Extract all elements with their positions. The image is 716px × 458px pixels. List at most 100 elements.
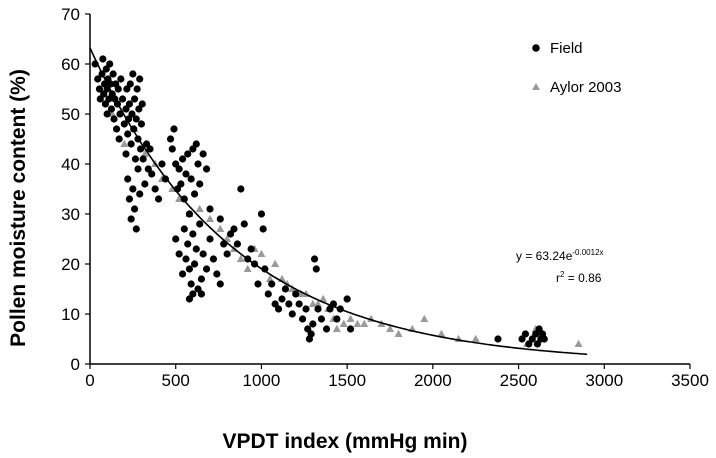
y-axis-ticks: 0 10 20 30 40 50 60 70 (61, 5, 90, 374)
field-point (118, 95, 127, 103)
aylor-point (574, 339, 583, 347)
field-point (115, 135, 123, 143)
series-layer (91, 55, 583, 348)
aylor-point (360, 319, 369, 327)
field-point (178, 270, 187, 278)
field-point (216, 215, 224, 223)
y-tick-label: 20 (61, 255, 80, 274)
field-point (103, 110, 111, 118)
r-squared-superscript: 2 (560, 270, 565, 279)
field-point (175, 165, 183, 173)
field-point (110, 115, 118, 123)
field-point (187, 175, 195, 183)
field-point (312, 265, 320, 273)
aylor-point (288, 284, 297, 292)
field-point (175, 250, 183, 258)
field-point (154, 195, 163, 203)
aylor-point (236, 254, 245, 262)
x-tick-label: 2500 (500, 371, 538, 390)
field-point (122, 150, 130, 158)
field-point (190, 260, 199, 268)
field-point (274, 305, 283, 313)
y-tick-label: 30 (61, 205, 80, 224)
field-point (182, 255, 190, 263)
x-tick-label: 1500 (328, 371, 366, 390)
field-point (128, 110, 136, 118)
aylor-point (332, 324, 341, 332)
field-point (317, 315, 326, 323)
y-tick-label: 0 (71, 355, 80, 374)
field-point (106, 60, 114, 68)
x-axis-ticks: 0 500 1000 1500 2000 2500 3000 3500 (85, 364, 709, 390)
field-point (138, 100, 146, 108)
r-squared-symbol: r (556, 271, 560, 285)
field-point (197, 275, 206, 283)
field-point (129, 185, 137, 193)
x-tick-label: 2000 (414, 371, 452, 390)
field-point (196, 180, 204, 188)
field-point (199, 150, 207, 158)
field-point (197, 290, 206, 298)
legend: Field Aylor 2003 (532, 40, 621, 96)
field-point (206, 235, 214, 243)
field-point (333, 315, 341, 323)
field-point (281, 285, 290, 293)
field-point (264, 290, 272, 298)
aylor-point (346, 314, 355, 322)
aylor-point (271, 259, 280, 267)
field-point (209, 255, 218, 263)
field-point (268, 280, 276, 288)
field-point (216, 280, 224, 288)
aylor-point (140, 149, 149, 157)
x-tick-label: 500 (162, 371, 190, 390)
aylor-point (386, 324, 394, 332)
aylor-point (120, 139, 129, 147)
plot-area: 0 500 1000 1500 2000 2500 3000 3500 0 10 20 30 40 50… (61, 5, 709, 390)
aylor-point (471, 334, 480, 342)
field-point (136, 75, 144, 83)
field-point (261, 265, 269, 273)
x-tick-label: 1000 (243, 371, 281, 390)
field-point (223, 250, 231, 258)
field-point (94, 75, 102, 83)
x-axis-title: VPDT index (mmHg min) (222, 430, 467, 453)
field-point (120, 120, 128, 128)
field-point (314, 305, 322, 313)
field-point (127, 215, 135, 223)
field-point (521, 330, 530, 338)
field-point (99, 55, 107, 63)
field-point (199, 250, 207, 258)
field-point (292, 290, 300, 298)
y-tick-label: 10 (61, 305, 80, 324)
field-point (196, 220, 204, 228)
field-point (126, 80, 134, 88)
aylor-point (420, 314, 429, 322)
field-point (132, 115, 140, 123)
field-point (322, 325, 331, 333)
field-point (131, 155, 140, 163)
fit-annotation: y = 63.24e-0.0012x r2 = 0.86 (516, 248, 604, 285)
legend-marker-aylor (532, 83, 540, 90)
aylor-point (243, 264, 252, 272)
aylor-point (308, 299, 317, 307)
field-point (180, 225, 188, 233)
field-point (107, 105, 116, 113)
x-tick-label: 0 (85, 371, 94, 390)
legend-marker-field (532, 44, 540, 52)
field-point (288, 310, 296, 318)
field-point (194, 160, 202, 168)
aylor-point (319, 294, 328, 302)
field-point (310, 255, 319, 263)
y-tick-label: 50 (61, 105, 80, 124)
field-point (240, 220, 248, 228)
aylor-point (266, 274, 274, 282)
legend-label-field: Field (550, 40, 583, 57)
field-point (177, 180, 185, 188)
field-point (109, 70, 117, 78)
field-point (180, 195, 188, 203)
field-point (184, 150, 192, 158)
field-point (278, 295, 286, 303)
field-point (494, 335, 502, 343)
field-point (139, 155, 147, 163)
field-point (254, 280, 262, 288)
